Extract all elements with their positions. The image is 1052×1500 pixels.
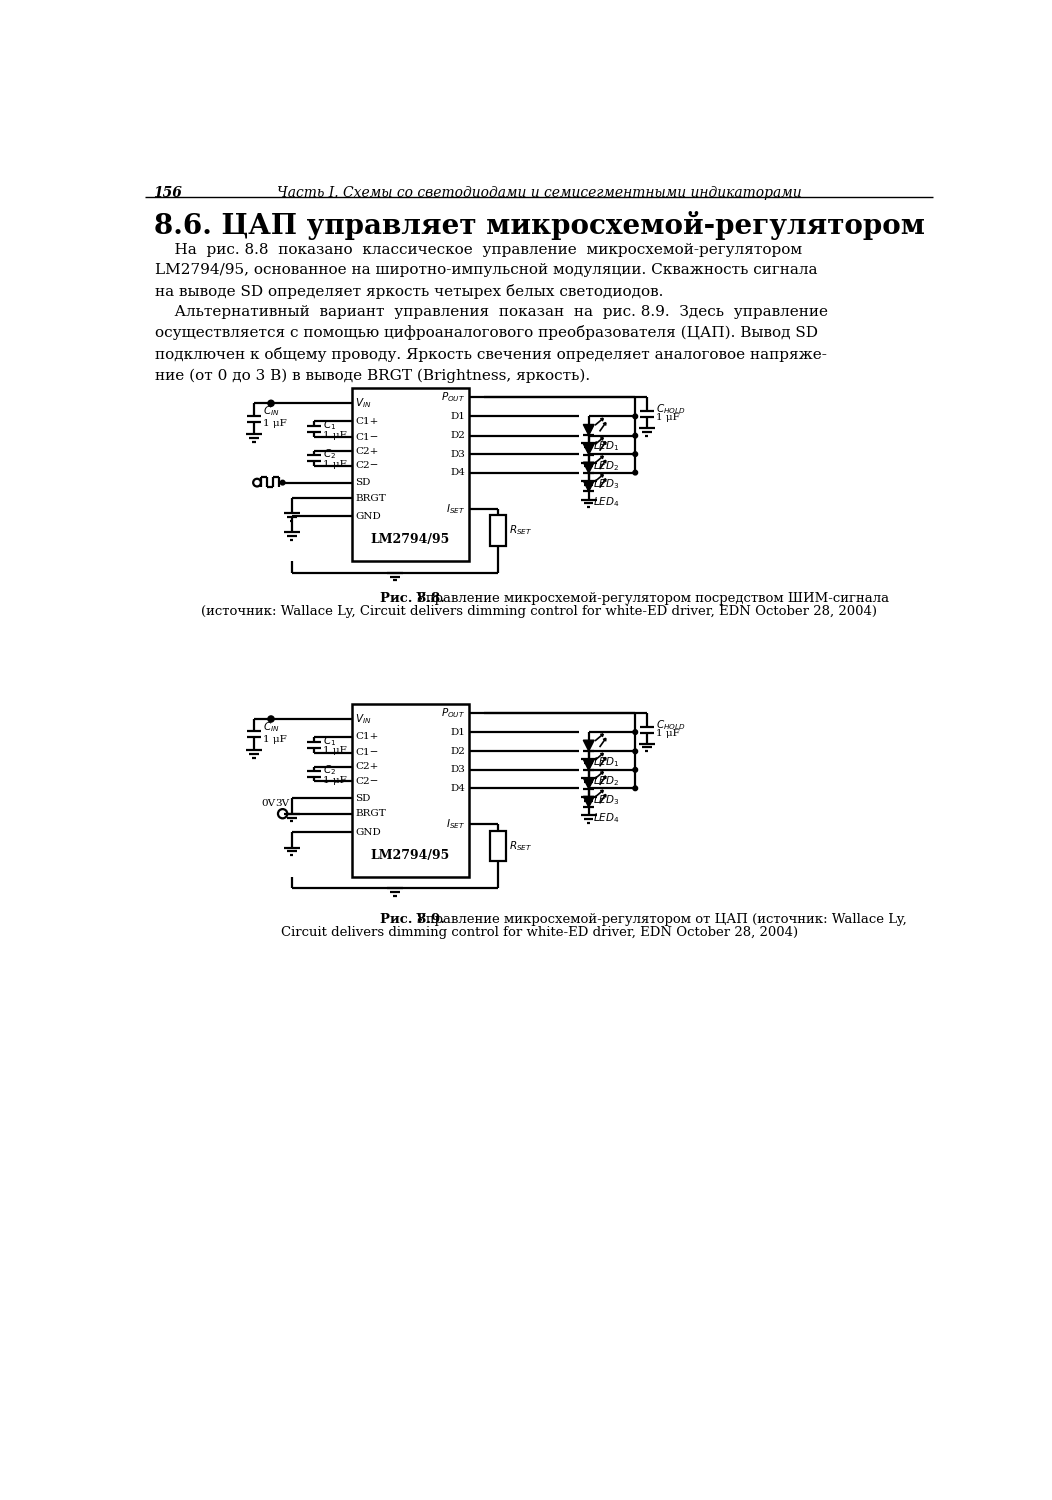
Polygon shape [583, 778, 594, 789]
Text: $C_2$: $C_2$ [323, 764, 336, 777]
Polygon shape [583, 424, 594, 435]
Text: 1 μF: 1 μF [263, 419, 287, 428]
Text: Circuit delivers dimming control for white-ED driver, EDN October 28, 2004): Circuit delivers dimming control for whi… [281, 926, 797, 939]
Text: (источник: Wallace Ly, Circuit delivers dimming control for white-ED driver, EDN: (источник: Wallace Ly, Circuit delivers … [201, 604, 877, 618]
Text: D4: D4 [450, 784, 466, 794]
Text: 1 μF: 1 μF [323, 747, 347, 756]
Text: BRGT: BRGT [356, 808, 386, 818]
Text: $C_{HOLD}$: $C_{HOLD}$ [656, 402, 686, 417]
Text: $LED_4$: $LED_4$ [592, 495, 620, 510]
Text: 156: 156 [154, 186, 182, 200]
Text: Управление микросхемой-регулятором посредством ШИМ-сигнала: Управление микросхемой-регулятором посре… [412, 592, 889, 604]
Text: C1−: C1− [356, 748, 379, 758]
Text: C2+: C2+ [356, 447, 379, 456]
Text: C2−: C2− [356, 460, 379, 470]
Text: $C_1$: $C_1$ [323, 734, 337, 748]
Text: Часть I. Схемы со светодиодами и семисегментными индикаторами: Часть I. Схемы со светодиодами и семисег… [277, 186, 802, 200]
Text: LM2794/95: LM2794/95 [371, 849, 450, 862]
Text: $C_1$: $C_1$ [323, 419, 337, 432]
Text: SD: SD [356, 478, 371, 488]
Text: $V_{IN}$: $V_{IN}$ [356, 396, 372, 410]
Text: Управление микросхемой-регулятором от ЦАП (источник: Wallace Ly,: Управление микросхемой-регулятором от ЦА… [412, 914, 907, 926]
Text: $LED_2$: $LED_2$ [592, 459, 619, 472]
Text: $C_{IN}$: $C_{IN}$ [263, 404, 280, 418]
Text: SD: SD [356, 794, 371, 802]
Text: $R_{SET}$: $R_{SET}$ [509, 839, 532, 854]
Text: D1: D1 [450, 413, 466, 422]
Text: 1 μF: 1 μF [263, 735, 287, 744]
Bar [490, 831, 506, 861]
Circle shape [633, 433, 638, 438]
Text: D3: D3 [450, 450, 466, 459]
Text: D4: D4 [450, 468, 466, 477]
Text: На  рис. 8.8  показано  классическое  управление  микросхемой-регулятором
LM2794: На рис. 8.8 показано классическое управл… [155, 243, 817, 298]
Text: $LED_1$: $LED_1$ [592, 754, 619, 770]
Text: D2: D2 [450, 430, 466, 439]
Text: $R_{SET}$: $R_{SET}$ [509, 524, 532, 537]
Text: 1 μF: 1 μF [656, 729, 680, 738]
Circle shape [268, 400, 275, 406]
Text: D3: D3 [450, 765, 466, 774]
Text: GND: GND [356, 512, 381, 520]
Text: 1 μF: 1 μF [323, 460, 347, 470]
Text: LM2794/95: LM2794/95 [371, 532, 450, 546]
Polygon shape [583, 759, 594, 770]
Text: Рис. 8.8.: Рис. 8.8. [380, 592, 444, 604]
Text: $C_2$: $C_2$ [323, 447, 336, 462]
Circle shape [633, 768, 638, 772]
Bar [352, 704, 468, 878]
Polygon shape [583, 480, 594, 492]
Text: $C_{IN}$: $C_{IN}$ [263, 720, 280, 734]
Circle shape [633, 452, 638, 456]
Text: C2+: C2+ [356, 762, 379, 771]
Text: GND: GND [356, 828, 381, 837]
Polygon shape [583, 796, 594, 807]
Text: C1−: C1− [356, 432, 379, 441]
Text: C1+: C1+ [356, 732, 379, 741]
Polygon shape [583, 740, 594, 752]
Circle shape [633, 748, 638, 753]
Text: $LED_2$: $LED_2$ [592, 774, 619, 788]
Text: $P_{OUT}$: $P_{OUT}$ [442, 390, 466, 404]
Text: D2: D2 [450, 747, 466, 756]
Circle shape [268, 716, 275, 722]
Text: $I_{SET}$: $I_{SET}$ [446, 503, 466, 516]
Bar [352, 388, 468, 561]
Polygon shape [583, 444, 594, 454]
Text: $LED_4$: $LED_4$ [592, 812, 620, 825]
Text: C1+: C1+ [356, 417, 379, 426]
Circle shape [633, 414, 638, 419]
Text: $LED_1$: $LED_1$ [592, 440, 619, 453]
Text: Альтернативный  вариант  управления  показан  на  рис. 8.9.  Здесь  управление
о: Альтернативный вариант управления показа… [155, 304, 828, 382]
Text: 1 μF: 1 μF [323, 430, 347, 439]
Text: 0V: 0V [261, 798, 275, 807]
Text: 8.6. ЦАП управляет микросхемой-регулятором: 8.6. ЦАП управляет микросхемой-регулятор… [154, 211, 925, 240]
Circle shape [633, 471, 638, 476]
Text: 1 μF: 1 μF [656, 414, 680, 423]
Text: BRGT: BRGT [356, 494, 386, 502]
Polygon shape [583, 462, 594, 472]
Circle shape [280, 480, 285, 484]
Text: $V_{IN}$: $V_{IN}$ [356, 712, 372, 726]
Text: $LED_3$: $LED_3$ [592, 477, 619, 490]
Text: $I_{SET}$: $I_{SET}$ [446, 818, 466, 831]
Bar [490, 514, 506, 546]
Text: $C_{HOLD}$: $C_{HOLD}$ [656, 718, 686, 732]
Text: D1: D1 [450, 728, 466, 736]
Text: $LED_3$: $LED_3$ [592, 794, 619, 807]
Text: 1 μF: 1 μF [323, 776, 347, 784]
Text: C2−: C2− [356, 777, 379, 786]
Circle shape [633, 730, 638, 735]
Text: 3V: 3V [275, 798, 289, 807]
Text: $P_{OUT}$: $P_{OUT}$ [442, 706, 466, 720]
Text: Рис. 8.9.: Рис. 8.9. [380, 914, 445, 926]
Circle shape [633, 786, 638, 790]
